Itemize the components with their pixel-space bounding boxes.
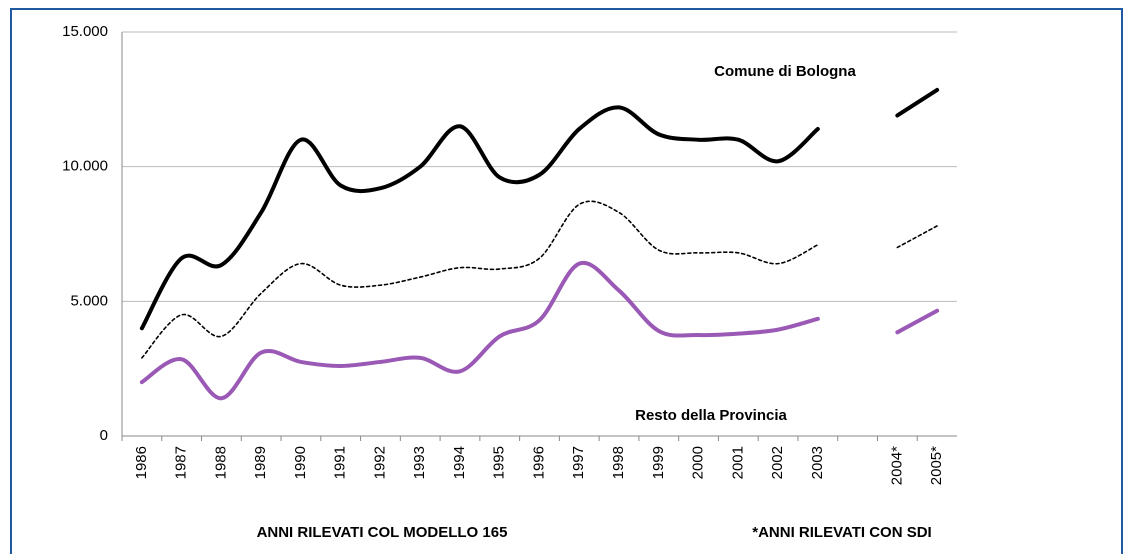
x-tick-label: 1990 xyxy=(292,446,309,479)
data-line xyxy=(139,87,940,331)
x-tick-label: 1987 xyxy=(173,446,190,479)
x-tick-label: 2005* xyxy=(928,446,945,485)
y-tick-label: 10.000 xyxy=(62,158,108,175)
data-line xyxy=(139,260,940,401)
x-tick-label: 1992 xyxy=(371,446,388,479)
x-tick-label: 2003 xyxy=(809,446,826,479)
x-tick-label: 1996 xyxy=(530,446,547,479)
x-tick-label: 2004* xyxy=(888,446,905,485)
x-tick-label: 1991 xyxy=(332,446,349,479)
y-tick-label: 5.000 xyxy=(70,292,108,309)
y-tick-label: 15.000 xyxy=(62,23,108,40)
x-tick-label: 1994 xyxy=(451,446,468,479)
x-tick-label: 1999 xyxy=(650,446,667,479)
x-tick-label: 1989 xyxy=(252,446,269,479)
x-tick-label: 2002 xyxy=(769,446,786,479)
series-label: Comune di Bologna xyxy=(714,63,856,80)
footnote: ANNI RILEVATI COL MODELLO 165 xyxy=(257,524,508,541)
x-tick-label: 1993 xyxy=(411,446,428,479)
x-tick-label: 2001 xyxy=(729,446,746,479)
x-tick-label: 1988 xyxy=(212,446,229,479)
x-tick-label: 1986 xyxy=(133,446,150,479)
x-tick-label: 1997 xyxy=(570,446,587,479)
data-line xyxy=(141,200,938,359)
x-tick-label: 1998 xyxy=(610,446,627,479)
footnote: *ANNI RILEVATI CON SDI xyxy=(752,524,931,541)
series-label: Resto della Provincia xyxy=(635,407,787,424)
y-tick-label: 0 xyxy=(100,427,108,444)
x-tick-label: 1995 xyxy=(491,446,508,479)
x-tick-label: 2000 xyxy=(690,446,707,479)
frame xyxy=(10,8,1123,554)
